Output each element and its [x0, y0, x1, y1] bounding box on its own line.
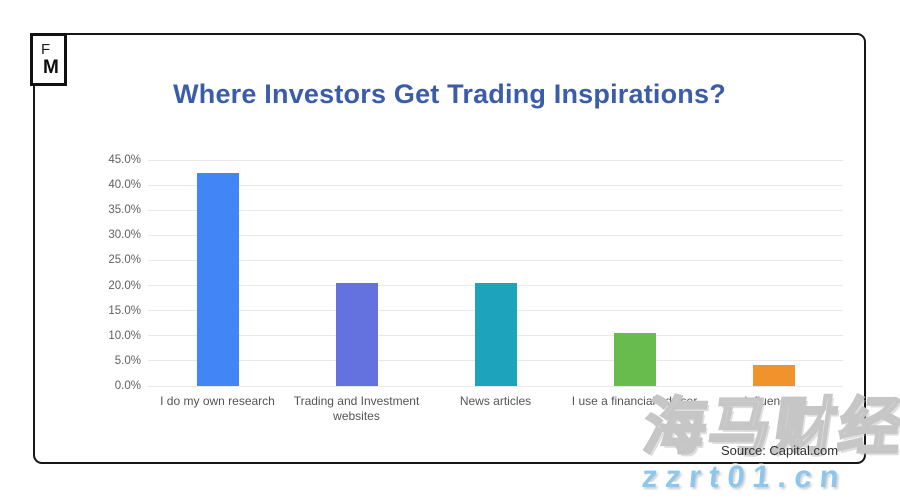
chart-bar	[335, 283, 378, 386]
gridline	[148, 184, 843, 186]
y-axis-tick-label: 15.0%	[108, 304, 141, 317]
x-axis-category-label: I use a financial adviser	[571, 394, 698, 408]
fm-logo: F M	[30, 33, 67, 86]
gridline	[148, 259, 843, 261]
fm-logo-letter-f: F	[41, 41, 51, 58]
y-axis-tick-label: 40.0%	[108, 179, 141, 192]
x-axis-labels: I do my own research Trading and Investme…	[148, 394, 843, 434]
y-axis-tick-label: 5.0%	[114, 354, 141, 367]
chart-title: Where Investors Get Trading Inspirations…	[173, 79, 726, 109]
chart-bar	[196, 172, 239, 386]
border-frame	[33, 33, 866, 464]
x-axis-category-label: Influencers	[744, 394, 803, 408]
x-axis-category-label: I do my own research	[160, 394, 275, 408]
gridline	[148, 159, 843, 161]
chart-bar	[474, 283, 517, 386]
y-axis-tick-label: 30.0%	[108, 229, 141, 242]
gridline	[148, 234, 843, 236]
y-axis-tick-label: 45.0%	[108, 154, 141, 166]
y-axis-tick-label: 10.0%	[108, 329, 141, 342]
plot-area: 45.0% 40.0% 35.0% 30.0% 25.0% 20.0% 15.0% 10.0%…	[108, 154, 843, 392]
x-axis-category-label: News articles	[459, 394, 532, 408]
fm-logo-letter-m: M	[43, 57, 59, 78]
y-axis-tick-label: 20.0%	[108, 279, 141, 292]
y-axis-tick-label: 35.0%	[108, 204, 141, 217]
gridline	[148, 385, 843, 387]
source-attribution: Source: Capital.com	[721, 443, 839, 458]
chart-bar	[613, 333, 656, 386]
y-axis-tick-label: 0.0%	[114, 380, 141, 392]
watermark-url: zzrt01.cn	[640, 459, 849, 494]
gridline	[148, 209, 843, 211]
y-axis-tick-label: 25.0%	[108, 254, 141, 267]
x-axis-category-label: Trading and Investment websites	[293, 394, 420, 423]
chart-bar	[752, 365, 795, 386]
